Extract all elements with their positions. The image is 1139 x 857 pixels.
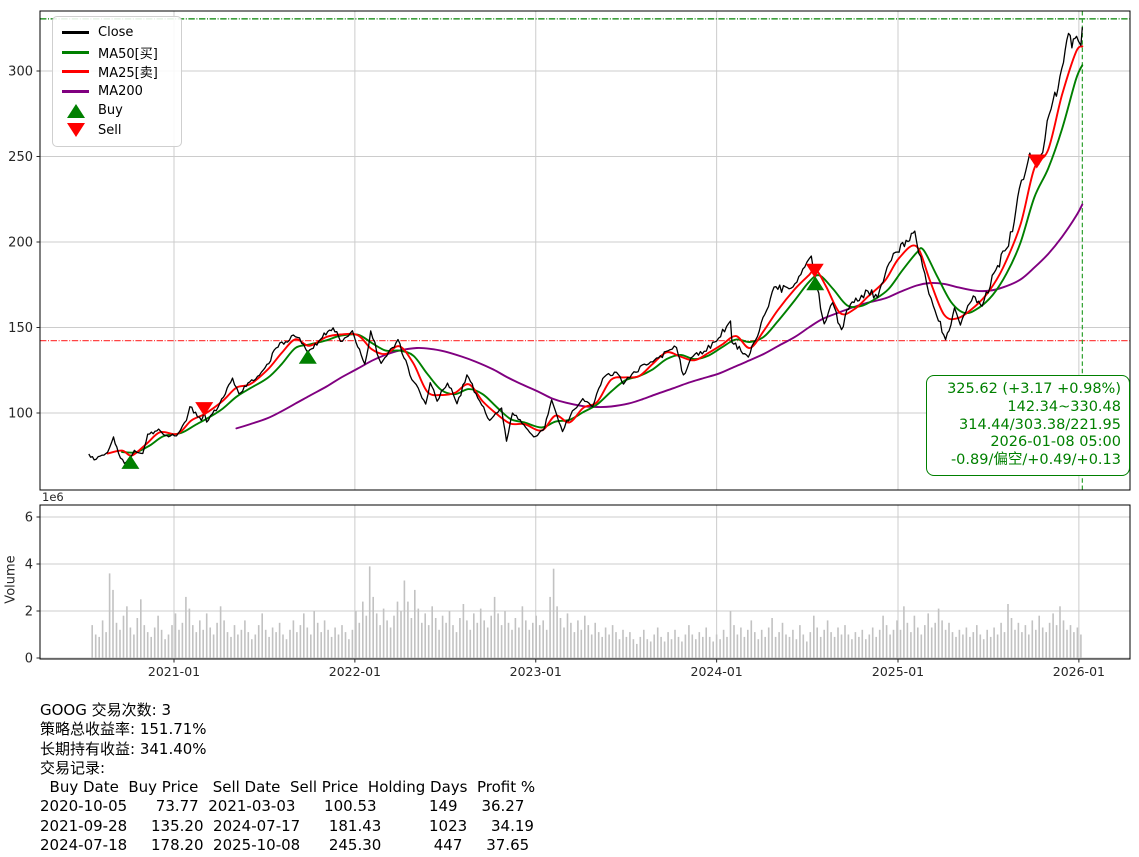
- tick-label: 0: [25, 652, 33, 667]
- legend-line-swatch: [62, 89, 89, 93]
- sell-marker: [1027, 154, 1046, 169]
- tick-label: 2021-01: [148, 664, 200, 679]
- legend-line-swatch: [62, 70, 89, 74]
- legend-line-swatch: [62, 50, 89, 54]
- sell-marker: [195, 402, 214, 417]
- legend-label: Close: [98, 25, 134, 41]
- annotation-line-5: -0.89/偏空/+0.49/+0.13: [950, 452, 1121, 469]
- volume-unit-label: 1e6: [42, 490, 64, 504]
- legend-item-close: Close: [62, 23, 172, 43]
- trade-table-row-2: 2021-09-28 135.20 2024-07-17 181.43 1023…: [40, 816, 534, 835]
- triangle-down-icon: [62, 123, 89, 138]
- legend-item-ma200: MA200: [62, 82, 172, 102]
- volume-bars: [91, 566, 1082, 659]
- legend-label: MA200: [98, 83, 143, 99]
- close-line: [88, 27, 1083, 465]
- summary-line-3: 长期持有收益: 341.40%: [40, 739, 207, 758]
- tick-label: 2026-01: [1053, 664, 1105, 679]
- trade-table-header: Buy Date Buy Price Sell Date Sell Price …: [40, 778, 536, 797]
- tick-label: 2022-01: [329, 664, 381, 679]
- legend-label: Sell: [98, 122, 122, 138]
- volume-axis-label: Volume: [3, 555, 19, 604]
- tick-label: 250: [8, 150, 33, 165]
- trade-table-row-1: 2020-10-05 73.77 2021-03-03 100.53 149 3…: [40, 797, 525, 816]
- summary-line-4: 交易记录:: [40, 758, 106, 777]
- legend-item-ma25-: MA25[卖]: [62, 62, 172, 82]
- buy-marker: [121, 454, 140, 469]
- ma25-line: [106, 45, 1084, 457]
- axis-tick-labels: 100 150 200 250 300 0 2 4 6 2021-01 2022-01 2023-01…: [8, 65, 1105, 680]
- sell-markers: [195, 154, 1046, 417]
- tick-label: 300: [8, 65, 33, 80]
- summary-line-2: 策略总收益率: 151.71%: [40, 720, 207, 739]
- tick-label: 4: [25, 558, 33, 573]
- tick-label: 2024-01: [691, 664, 743, 679]
- legend-item-buy: Buy: [62, 101, 172, 121]
- tick-label: 100: [8, 407, 33, 422]
- ma50-line: [121, 64, 1084, 454]
- sell-marker: [805, 263, 824, 278]
- summary-line-1: GOOG 交易次数: 3: [40, 701, 171, 719]
- tick-label: 6: [25, 511, 33, 526]
- legend: Close MA50[买] MA25[卖] MA200 Buy Sell: [52, 16, 182, 147]
- tick-label: 150: [8, 321, 33, 336]
- chart-svg: 100 150 200 250 300 0 2 4 6 2021-01 2022-01 2023-01…: [8, 10, 1131, 680]
- buy-marker: [806, 276, 825, 291]
- legend-line-swatch: [62, 31, 89, 35]
- axis-ticks: [36, 70, 1080, 663]
- tick-label: 2: [25, 605, 33, 620]
- buy-marker: [298, 349, 317, 364]
- tick-label: 200: [8, 236, 33, 251]
- annotation-line-1: 325.62 (+3.17 +0.98%): [947, 381, 1121, 397]
- legend-label: Buy: [98, 103, 123, 119]
- trade-summary-block: GOOG 交易次数: 3 策略总收益率: 151.71% 长期持有收益: 341.4…: [40, 701, 535, 855]
- tick-label: 2023-01: [510, 664, 562, 679]
- tick-label: 2025-01: [872, 664, 924, 679]
- legend-label: MA50[买]: [98, 46, 158, 62]
- annotation-line-2: 142.34~330.48: [1007, 398, 1121, 415]
- trade-table-row-3: 2024-07-18 178.20 2025-10-08 245.30 447 …: [40, 836, 530, 855]
- buy-markers: [121, 276, 825, 469]
- triangle-up-icon: [62, 103, 89, 118]
- gridlines: [40, 11, 1130, 659]
- annotation-box: 325.62 (+3.17 +0.98%) 142.34~330.48 314.44…: [926, 375, 1130, 476]
- annotation-line-4: 2026-01-08 05:00: [990, 434, 1121, 451]
- legend-item-ma50-: MA50[买]: [62, 43, 172, 63]
- legend-label: MA25[卖]: [98, 66, 158, 82]
- panel-borders: [39, 10, 1131, 660]
- annotation-line-3: 314.44/303.38/221.95: [959, 416, 1121, 433]
- legend-item-sell: Sell: [62, 121, 172, 141]
